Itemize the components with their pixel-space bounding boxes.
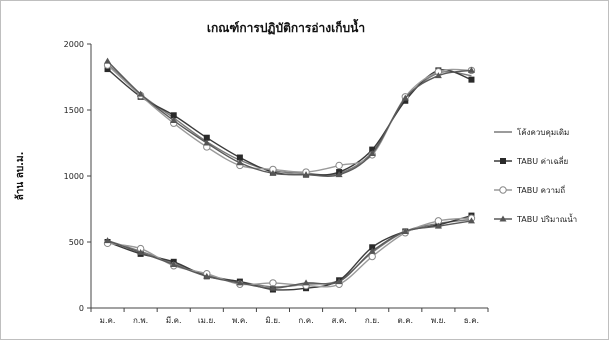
legend-item: โค้งควบคุมเดิม bbox=[494, 127, 569, 137]
series-1 bbox=[107, 63, 472, 288]
data-point bbox=[203, 134, 210, 141]
data-point bbox=[335, 161, 343, 170]
data-point bbox=[170, 260, 178, 267]
data-point bbox=[236, 279, 244, 286]
data-point bbox=[236, 159, 244, 166]
y-axis-label: ล้าน ลบ.ม. bbox=[14, 152, 26, 201]
y-tick-label: 1500 bbox=[64, 106, 84, 115]
data-point bbox=[368, 247, 376, 254]
x-tick-label: ส.ค. bbox=[331, 316, 346, 325]
x-tick-label: เม.ย. bbox=[198, 316, 216, 325]
data-point bbox=[468, 76, 475, 83]
data-point bbox=[104, 237, 112, 244]
data-point bbox=[236, 154, 243, 161]
series-line-upper bbox=[107, 63, 472, 176]
legend-marker bbox=[499, 186, 507, 194]
legend-label: TABU ความถี่ bbox=[516, 184, 565, 195]
data-point bbox=[302, 279, 310, 286]
x-tick-label: ธ.ค. bbox=[464, 316, 479, 325]
series-line-lower bbox=[107, 218, 472, 288]
data-point bbox=[369, 244, 376, 251]
data-point bbox=[137, 249, 145, 256]
legend-marker bbox=[500, 158, 506, 164]
x-tick-label: ต.ค. bbox=[397, 316, 413, 325]
legend-marker bbox=[499, 215, 507, 222]
data-point bbox=[137, 90, 145, 97]
data-point bbox=[401, 94, 409, 101]
data-point bbox=[369, 146, 376, 153]
data-point bbox=[269, 284, 277, 291]
x-tick-label: ก.พ. bbox=[133, 316, 148, 325]
data-point bbox=[104, 66, 111, 73]
y-ticks: 0 500 1000 1500 2000 bbox=[64, 40, 91, 313]
series-line-upper bbox=[107, 64, 472, 173]
data-point bbox=[434, 222, 442, 229]
series-line-upper bbox=[107, 60, 472, 177]
data-point bbox=[203, 272, 211, 279]
legend: โค้งควบคุมเดิม TABU ค่าเฉลี่ย TABU ความถี่… bbox=[494, 127, 577, 224]
y-tick-label: 0 bbox=[79, 304, 84, 313]
data-point bbox=[302, 171, 310, 178]
data-point bbox=[402, 97, 409, 104]
x-tick-label: ก.ค. bbox=[298, 316, 313, 325]
chart-title: เกณฑ์การปฏิบัติการอ่างเก็บน้ำ bbox=[207, 18, 365, 35]
data-point bbox=[170, 112, 177, 119]
data-point bbox=[104, 57, 112, 64]
data-point bbox=[203, 139, 211, 146]
data-point bbox=[467, 66, 475, 73]
legend-label: TABU ปริมาณน้ำ bbox=[516, 213, 577, 224]
x-tick-label: พ.ย. bbox=[431, 316, 446, 325]
legend-item: TABU ค่าเฉลี่ย bbox=[494, 155, 568, 166]
series-3 bbox=[103, 61, 476, 290]
legend-label: โค้งควบคุมเดิม bbox=[517, 127, 569, 137]
legend-item: TABU ปริมาณน้ำ bbox=[494, 213, 577, 224]
data-point bbox=[368, 150, 376, 157]
x-tick-label: ก.ย. bbox=[365, 316, 380, 325]
y-tick-label: 500 bbox=[69, 238, 84, 247]
x-tick-label: มี.ค. bbox=[166, 316, 182, 325]
data-point bbox=[335, 278, 343, 285]
legend-item: TABU ความถี่ bbox=[494, 184, 565, 195]
data-point bbox=[269, 169, 277, 176]
y-tick-label: 2000 bbox=[64, 40, 84, 49]
y-tick-label: 1000 bbox=[64, 172, 84, 181]
x-ticks: ม.ค. ก.พ. มี.ค. เม.ย. พ.ค. มิ.ย. ก.ค. ส.ค. ก.ย. ต… bbox=[90, 308, 489, 325]
data-point bbox=[368, 252, 376, 261]
data-point bbox=[170, 117, 178, 124]
x-tick-label: พ.ค. bbox=[232, 316, 248, 325]
series-line-lower bbox=[107, 220, 472, 289]
data-point bbox=[335, 171, 343, 178]
data-point bbox=[434, 72, 442, 79]
series-layer bbox=[103, 57, 476, 293]
legend-label: TABU ค่าเฉลี่ย bbox=[516, 155, 568, 166]
x-tick-label: ม.ค. bbox=[100, 316, 116, 325]
data-point bbox=[401, 227, 409, 234]
data-point bbox=[467, 217, 475, 224]
series-4 bbox=[104, 57, 475, 291]
x-tick-label: มิ.ย. bbox=[265, 316, 280, 325]
